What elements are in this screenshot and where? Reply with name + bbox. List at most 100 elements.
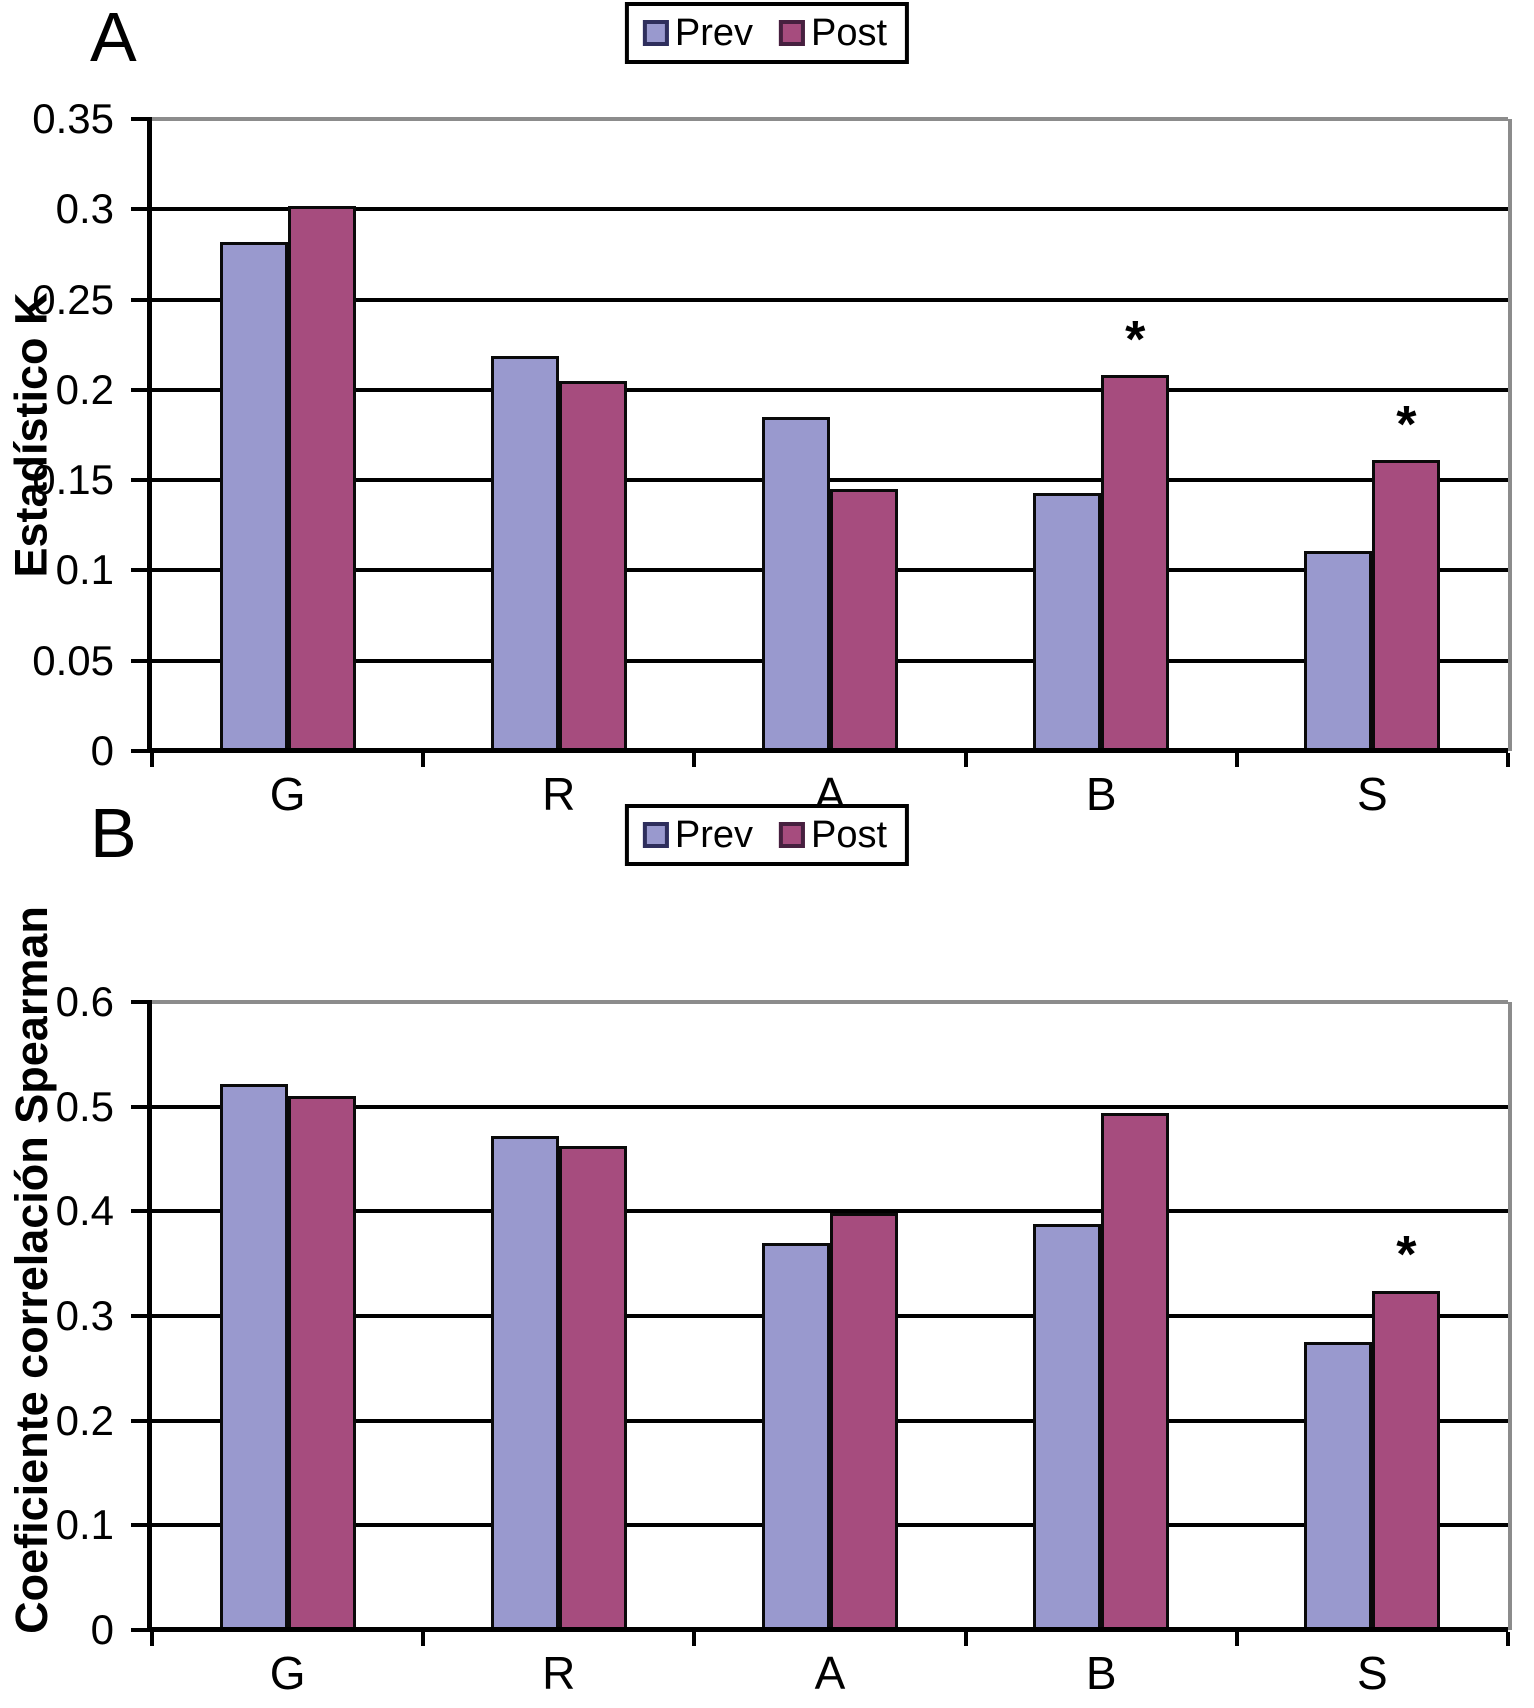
panel-a-letter: A (90, 0, 137, 76)
bar-group-A (694, 1002, 965, 1630)
y-tick-mark-0.05 (131, 658, 147, 663)
x-tick-mark-0 (150, 753, 154, 767)
bar-group-A (694, 119, 965, 751)
legend-item-prev: Prev (642, 12, 754, 54)
y-tick-label-0: 0 (90, 727, 114, 774)
y-tick-mark-0.25 (131, 297, 147, 302)
panel-b-letter: B (90, 794, 137, 872)
y-tick-label-0.1: 0.1 (55, 546, 114, 594)
significance-asterisk-S: * (1396, 1226, 1417, 1285)
gridline-0.15 (152, 478, 1508, 483)
bar-post-S (1372, 460, 1441, 751)
panel-b: B Prev Post Coeficiente correlación Spea… (0, 790, 1534, 1708)
plot-top-border (152, 117, 1508, 121)
post-label: Post (811, 814, 888, 856)
gridline-0.25 (152, 297, 1508, 302)
y-tick-label-0.05: 0.05 (32, 636, 114, 684)
plot-right-border (1508, 119, 1512, 751)
y-tick-mark-0.2 (131, 1418, 147, 1423)
x-tick-mark-4 (1234, 753, 1239, 767)
x-tick-mark-3 (963, 753, 968, 767)
y-tick-label-0.2: 0.2 (55, 365, 114, 413)
x-label-A: A (814, 1647, 846, 1699)
gridline-0.5 (152, 1104, 1508, 1109)
y-tick-label-0.6: 0.6 (55, 978, 114, 1025)
y-tick-mark-0 (131, 749, 147, 753)
bar-post-R (558, 1146, 627, 1630)
y-tick-mark-0.35 (131, 117, 147, 121)
post-swatch (779, 20, 806, 46)
prev-label: Prev (674, 814, 754, 856)
post-label: Post (811, 12, 888, 54)
y-tick-mark-0.4 (131, 1209, 147, 1214)
bar-post-R (558, 380, 627, 751)
x-label-R: R (542, 768, 576, 820)
y-tick-mark-0 (131, 1628, 147, 1632)
significance-asterisk-B: * (1125, 310, 1146, 369)
bar-group-G (152, 119, 423, 751)
x-tick-mark-0 (150, 1632, 154, 1646)
y-tick-label-0.1: 0.1 (55, 1501, 114, 1549)
bar-prev-R (490, 355, 559, 751)
y-tick-label-0.15: 0.15 (32, 456, 114, 504)
bar-group-S: * (1237, 1002, 1508, 1630)
x-tick-mark-5 (1506, 753, 1510, 767)
plot-top-border (152, 1000, 1508, 1004)
bar-group-S: * (1237, 119, 1508, 751)
x-label-S: S (1357, 768, 1388, 820)
y-tick-mark-0.1 (131, 568, 147, 573)
bar-prev-G (219, 1083, 288, 1630)
bar-prev-A (761, 1242, 830, 1630)
y-tick-label-0.2: 0.2 (55, 1396, 114, 1444)
gridline-0.4 (152, 1209, 1508, 1214)
y-tick-label-0.3: 0.3 (55, 185, 114, 233)
y-tick-mark-0.15 (131, 478, 147, 483)
y-tick-label-0.3: 0.3 (55, 1292, 114, 1339)
x-label-S: S (1357, 1647, 1388, 1699)
y-tick-label-0: 0 (90, 1606, 114, 1653)
gridline-0.2 (152, 387, 1508, 392)
bar-group-B: * (966, 119, 1237, 751)
y-axis-line (147, 1000, 152, 1632)
legend-item-prev: Prev (642, 814, 754, 856)
y-tick-label-0.4: 0.4 (55, 1187, 114, 1235)
bar-post-A (829, 489, 898, 751)
post-swatch (779, 822, 806, 848)
x-tick-mark-2 (692, 1632, 697, 1646)
plot-area: * (131, 1000, 1512, 1646)
bar-post-G (287, 1096, 356, 1630)
x-tick-mark-1 (421, 753, 426, 767)
y-axis-line (147, 117, 152, 753)
gridline-0.3 (152, 207, 1508, 212)
plot-right-border (1508, 1002, 1512, 1630)
legend-item-post: Post (779, 14, 887, 52)
y-axis-tick-labels: 0 0.05 0.1 0.15 0.2 0.25 0.3 0.35 (0, 98, 140, 772)
y-tick-mark-0.5 (131, 1104, 147, 1109)
x-label-G: G (269, 1647, 306, 1699)
x-label-B: B (1085, 1647, 1117, 1699)
plot-area: * * (131, 117, 1512, 767)
y-tick-mark-0.1 (131, 1523, 147, 1528)
prev-swatch (642, 20, 669, 46)
bar-post-S (1372, 1290, 1441, 1630)
bar-prev-B (1033, 1223, 1102, 1630)
prev-label: Prev (674, 12, 754, 54)
y-axis-tick-labels: 0 0.1 0.2 0.3 0.4 0.5 0.6 (0, 981, 140, 1651)
panel-a: A Prev Post Estadístico K 0 0.05 0.1 0.15 0.… (0, 0, 1534, 817)
y-tick-mark-0.3 (131, 207, 147, 212)
bar-prev-S (1304, 550, 1373, 751)
bar-prev-S (1304, 1342, 1373, 1630)
x-label-G: G (269, 768, 306, 820)
bar-prev-R (490, 1135, 559, 1630)
x-tick-mark-1 (421, 1632, 426, 1646)
y-tick-mark-0.2 (131, 387, 147, 392)
bar-group-R (423, 1002, 694, 1630)
y-tick-label-0.25: 0.25 (32, 275, 114, 323)
y-tick-label-0.35: 0.35 (32, 95, 114, 142)
bar-prev-A (761, 416, 830, 751)
bar-post-B (1101, 375, 1170, 751)
bar-post-A (829, 1213, 898, 1630)
x-tick-mark-5 (1506, 1632, 1510, 1646)
legend-panel-a: Prev Post (624, 2, 910, 64)
